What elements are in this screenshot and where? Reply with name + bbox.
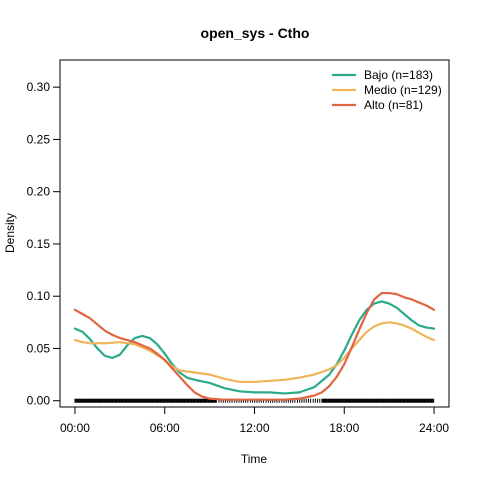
y-tick-label: 0.30	[27, 80, 51, 94]
y-axis-label: Density	[3, 213, 17, 253]
x-axis: 00:00 06:00 12:00 18:00 24:00	[60, 406, 449, 435]
y-tick-label: 0.05	[27, 341, 51, 355]
rug-layer	[74, 398, 435, 403]
legend-label: Bajo (n=183)	[364, 68, 433, 82]
chart-title: open_sys - Ctho	[201, 25, 310, 41]
x-tick-label: 18:00	[329, 421, 359, 435]
y-tick-label: 0.25	[27, 132, 51, 146]
legend: Bajo (n=183)Medio (n=129)Alto (n=81)	[332, 68, 442, 112]
series-line	[73, 291, 436, 401]
x-tick-label: 12:00	[239, 421, 269, 435]
series-line	[73, 300, 436, 395]
x-tick-label: 24:00	[419, 421, 449, 435]
legend-label: Alto (n=81)	[364, 98, 423, 112]
x-tick-label: 00:00	[60, 421, 90, 435]
y-tick-label: 0.15	[27, 237, 51, 251]
legend-label: Medio (n=129)	[364, 83, 442, 97]
series-layer	[73, 291, 436, 401]
y-tick-label: 0.00	[27, 394, 51, 408]
x-axis-label: Time	[241, 452, 268, 466]
x-tick-label: 06:00	[150, 421, 180, 435]
y-axis: 0.00 0.05 0.10 0.15 0.20 0.25 0.30	[27, 80, 61, 408]
series-line	[73, 321, 436, 384]
y-tick-label: 0.10	[27, 289, 51, 303]
y-tick-label: 0.20	[27, 185, 51, 199]
